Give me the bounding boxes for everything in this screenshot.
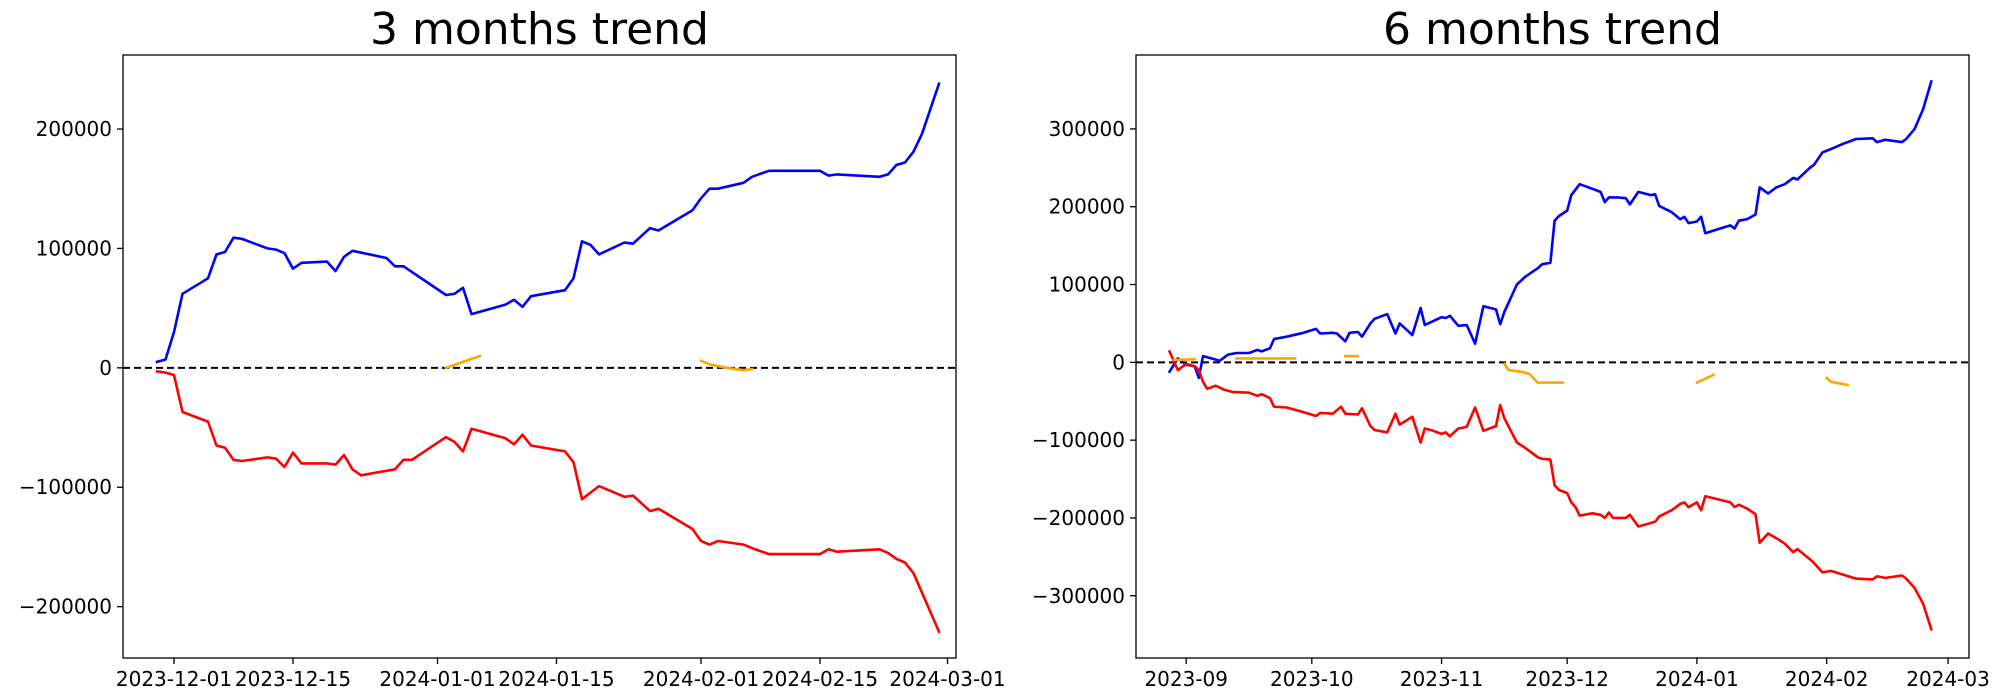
chart-title: 6 months trend: [1383, 4, 1722, 55]
x-tick-label: 2023-12-15: [235, 667, 351, 691]
y-tick-label: −300000: [1032, 584, 1125, 608]
plot-frame: [122, 54, 957, 659]
chart-1: 3 months trend −200000 −100000 0 100000 20000…: [19, 4, 1006, 691]
series-line-2: [155, 369, 941, 634]
y-tick-label: 100000: [1049, 273, 1125, 297]
series-line-1: [1167, 79, 1933, 380]
x-tick-label: 2024-02: [1785, 667, 1869, 691]
y-tick-label: −200000: [19, 595, 112, 619]
y-tick-label: 0: [1112, 350, 1125, 374]
series-line-3: [1172, 357, 1196, 362]
series-line-3: [444, 354, 482, 370]
series-line-4: [699, 358, 754, 372]
series-line-1: [155, 82, 941, 364]
y-tick-label: 200000: [1049, 195, 1125, 219]
chart-title: 3 months trend: [370, 4, 709, 55]
y-tick-label: −100000: [19, 475, 112, 499]
x-tick-label: 2023-12-01: [116, 667, 232, 691]
y-tick-label: −200000: [1032, 506, 1125, 530]
y-tick-label: −100000: [1032, 428, 1125, 452]
y-tick-label: 300000: [1049, 117, 1125, 141]
series-line-6: [1502, 362, 1565, 384]
x-tick-label: 2024-01-15: [498, 667, 614, 691]
plot-frame: [1135, 54, 1970, 659]
x-tick-label: 2024-02-15: [762, 667, 878, 691]
series-line-8: [1824, 376, 1850, 387]
series-line-2: [1167, 349, 1933, 631]
y-tick-label: 200000: [36, 117, 112, 141]
x-tick-label: 2024-01-01: [379, 667, 495, 691]
x-tick-label: 2023-11: [1400, 667, 1484, 691]
x-tick-label: 2024-03-01: [889, 667, 1005, 691]
x-tick-label: 2023-09: [1144, 667, 1228, 691]
x-tick-label: 2023-10: [1270, 667, 1354, 691]
y-tick-label: 0: [99, 356, 112, 380]
x-tick-label: 2023-12: [1525, 667, 1609, 691]
series-line-7: [1695, 373, 1716, 385]
chart-2: 6 months trend −300000 −200000 −100000 0 1000…: [1032, 4, 1990, 691]
x-tick-label: 2024-02-01: [643, 667, 759, 691]
y-tick-label: 100000: [36, 236, 112, 260]
x-tick-label: 2024-01: [1655, 667, 1739, 691]
x-tick-label: 2024-03: [1906, 667, 1990, 691]
